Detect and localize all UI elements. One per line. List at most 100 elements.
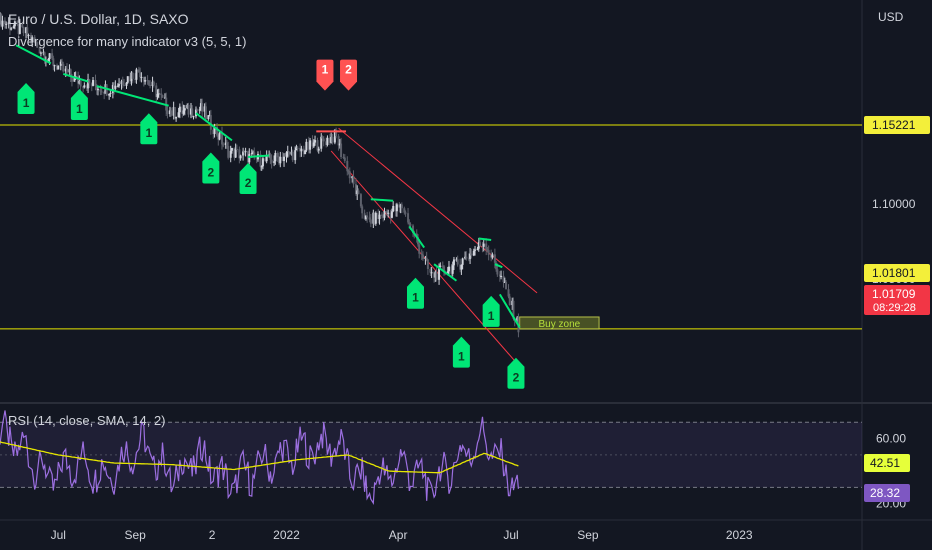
axes: 1.100001.0500060.0020.00JulSep22022AprJu… — [51, 115, 930, 542]
candle-body — [82, 86, 85, 88]
candle-body — [198, 109, 201, 111]
candle-body — [430, 272, 433, 274]
candle-body — [459, 264, 462, 270]
candle-body — [62, 63, 65, 72]
candle-body — [0, 13, 3, 27]
candle-body — [495, 262, 498, 270]
candle-body — [147, 80, 150, 85]
candle-body — [389, 212, 392, 218]
candle-body — [305, 141, 308, 151]
bull-divergence-signal[interactable]: 2 — [202, 152, 220, 184]
candle-body — [378, 214, 381, 219]
candle-body — [191, 108, 194, 117]
signal-marker — [202, 152, 220, 184]
candle-body — [118, 84, 121, 86]
bear-divergence-signal[interactable]: 1 — [316, 59, 334, 91]
candle-body — [260, 166, 263, 168]
candle-body — [68, 69, 71, 73]
candle-body — [156, 93, 159, 97]
candle-body — [92, 80, 95, 86]
candle-body — [356, 190, 359, 195]
candle-body — [77, 76, 80, 84]
candle-body — [252, 152, 255, 154]
candle-body — [486, 249, 489, 251]
divergence-line — [247, 154, 270, 158]
candle-body — [207, 115, 210, 120]
candle-body — [491, 254, 494, 258]
time-tick-label: 2022 — [273, 528, 300, 542]
candle-body — [78, 80, 81, 84]
candle-body — [503, 281, 506, 283]
candle-body — [309, 140, 312, 150]
candle-body — [69, 69, 72, 78]
candle-body — [25, 27, 28, 34]
bull-divergence-signal[interactable]: 1 — [452, 336, 470, 368]
candle-body — [420, 253, 423, 255]
signal-label: 1 — [458, 350, 465, 364]
divergence-line — [498, 293, 521, 329]
rsi-line — [0, 410, 519, 506]
time-tick-label: Sep — [125, 528, 147, 542]
candle-body — [27, 35, 30, 37]
candle-body — [383, 210, 386, 218]
candle-body — [276, 152, 279, 158]
bull-divergence-signal[interactable]: 2 — [239, 163, 257, 195]
candle-body — [321, 136, 324, 139]
bull-divergence-signal[interactable]: 1 — [140, 113, 158, 145]
price-badge-countdown: 08:29:28 — [873, 302, 916, 314]
candle-body — [47, 59, 50, 61]
candle-body — [90, 83, 93, 86]
candle-body — [73, 76, 76, 82]
bull-divergence-signal[interactable]: 1 — [406, 277, 424, 309]
signal-label: 2 — [208, 165, 215, 179]
candle-body — [160, 93, 163, 96]
price-badge-bg — [864, 264, 930, 282]
candle-body — [342, 157, 345, 159]
buy-zone-box[interactable] — [519, 316, 600, 330]
channel-upper-line[interactable] — [338, 127, 538, 294]
candle-body — [113, 84, 116, 89]
bull-divergence-signal[interactable]: 1 — [17, 83, 35, 115]
candle-body — [79, 80, 82, 87]
candle-body — [172, 107, 175, 116]
candle-body — [31, 37, 34, 42]
candle-body — [103, 92, 106, 94]
candle-body — [351, 176, 354, 179]
candle-body — [425, 257, 428, 260]
candle-body — [217, 135, 220, 140]
candle-body — [250, 153, 253, 155]
candle-body — [100, 91, 103, 93]
bull-divergence-signal[interactable]: 2 — [507, 357, 525, 389]
candle-body — [325, 141, 328, 145]
candle-body — [387, 212, 390, 214]
candle-body — [364, 215, 367, 219]
candle-body — [201, 103, 204, 112]
signal-label: 1 — [488, 309, 495, 323]
bull-divergence-signal[interactable]: 1 — [70, 89, 88, 121]
divergence-lines — [15, 44, 521, 329]
level-price-badge[interactable]: 1.15221 — [864, 115, 930, 134]
candle-body — [451, 265, 454, 274]
candle-body — [268, 154, 271, 156]
candle-body — [403, 208, 406, 213]
bull-divergence-signal[interactable]: 1 — [482, 295, 500, 327]
candle-body — [173, 107, 176, 119]
candle-body — [295, 147, 298, 151]
candle-body — [331, 136, 334, 143]
candle-body — [155, 85, 158, 97]
symbol-title: Euro / U.S. Dollar, 1D, SAXO — [8, 11, 189, 27]
candle-body — [314, 140, 317, 143]
candle-body — [320, 136, 323, 149]
candle-body — [53, 65, 56, 67]
candle-body — [22, 27, 25, 34]
level-price-badge[interactable]: 1.01801 — [864, 264, 930, 282]
candle-body — [269, 154, 272, 160]
candle-body — [374, 212, 377, 224]
buy-zone[interactable]: Buy zone — [519, 316, 600, 330]
candle-body — [8, 22, 11, 30]
time-tick-label: Apr — [389, 528, 408, 542]
bear-divergence-signal[interactable]: 2 — [340, 59, 358, 91]
candle-body — [270, 159, 273, 163]
